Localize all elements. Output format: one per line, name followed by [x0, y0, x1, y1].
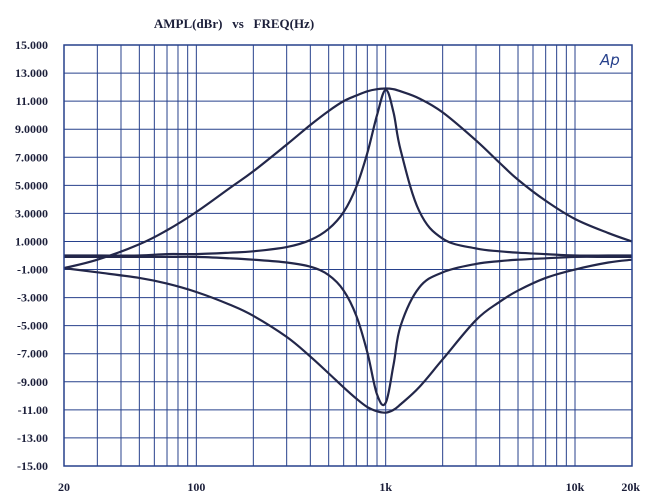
y-tick-label: -3.000 — [17, 291, 48, 305]
series-line-2 — [64, 88, 632, 257]
plot-frame — [63, 44, 633, 467]
x-tick-label: 20 — [58, 480, 70, 494]
y-tick-label: 15.000 — [15, 38, 48, 52]
x-tick-label: 1k — [379, 480, 392, 494]
y-tick-label: -15.00 — [17, 459, 48, 473]
y-tick-label: 13.000 — [15, 66, 48, 80]
x-tick-label: 100 — [187, 480, 205, 494]
series-line-4 — [63, 258, 633, 414]
y-tick-label: -9.000 — [17, 375, 48, 389]
y-tick-label: 1.0000 — [15, 234, 48, 248]
y-tick-label: -7.000 — [17, 347, 48, 361]
y-tick-label: 9.0000 — [15, 122, 48, 136]
y-tick-label: -11.00 — [18, 403, 48, 417]
y-tick-label: -13.00 — [17, 431, 48, 445]
y-tick-label: -5.000 — [17, 319, 48, 333]
x-tick-label: 10k — [566, 480, 585, 494]
grid — [63, 44, 633, 467]
series-line-3 — [64, 255, 632, 407]
x-tick-labels: 20 100 1k 10k 20k — [58, 480, 640, 494]
ap-logo: Ap — [599, 51, 620, 69]
y-tick-label: 5.0000 — [15, 178, 48, 192]
y-tick-label: -1.000 — [17, 263, 48, 277]
x-tick-label: 20k — [621, 480, 640, 494]
curves — [63, 87, 633, 414]
y-tick-label: 11.000 — [16, 94, 48, 108]
chart-title: AMPL(dBr) vs FREQ(Hz) — [154, 16, 314, 31]
y-tick-label: 3.0000 — [15, 206, 48, 220]
series-line-1 — [63, 87, 633, 270]
y-tick-label: 7.0000 — [15, 150, 48, 164]
y-tick-labels: 15.000 13.000 11.000 9.0000 7.0000 5.0000 3.00… — [15, 38, 48, 473]
